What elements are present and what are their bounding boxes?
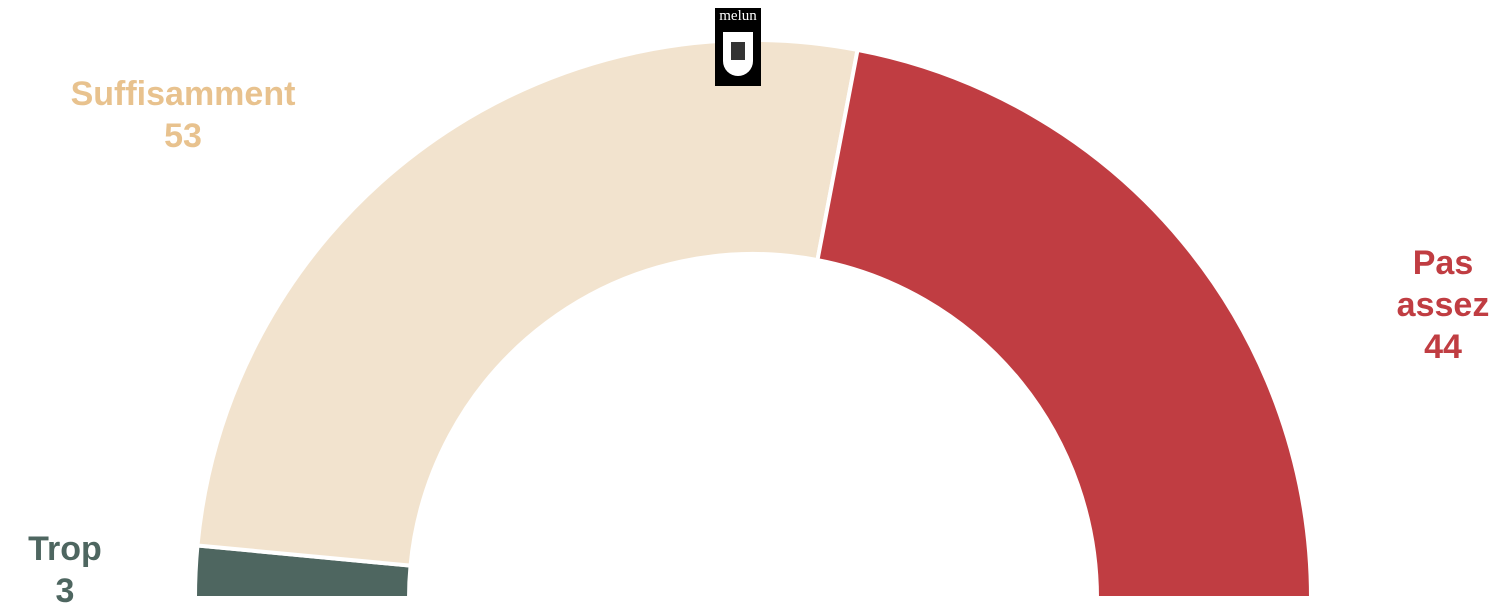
logo: melun [715,8,761,86]
category-name: Pas assez [1396,244,1490,324]
segment-label: Suffisamment 53 [71,73,296,157]
value-label: 3 [55,572,75,610]
logo-shield [723,32,753,76]
category-name: Suffisamment [70,75,296,113]
value-label: 44 [1424,328,1462,366]
arc-segment [195,38,860,568]
segment-label: Trop 3 [28,528,102,612]
arc-segment [815,47,1314,600]
category-name: Trop [28,530,102,568]
logo-text: melun [719,8,757,24]
value-label: 53 [164,117,202,155]
segment-label: Pas assez 44 [1397,242,1490,368]
